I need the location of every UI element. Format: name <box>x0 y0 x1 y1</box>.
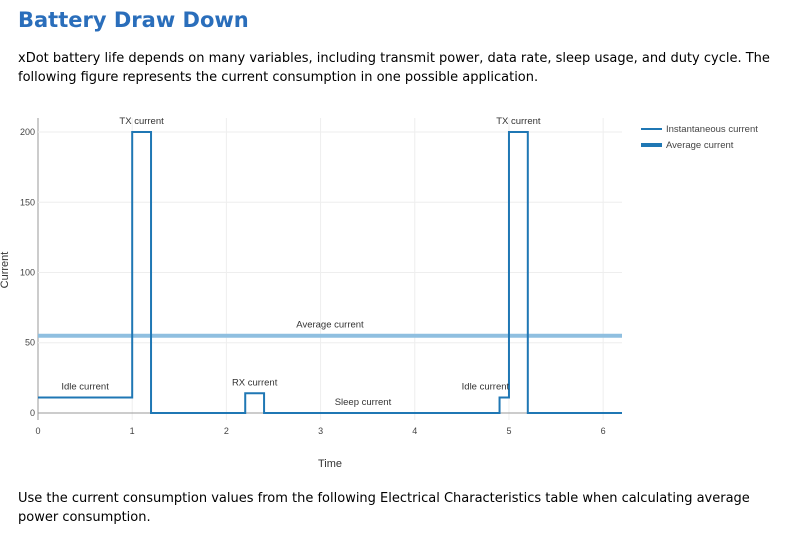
chart-legend[interactable]: Instantaneous current Average current <box>641 124 758 151</box>
annotation-label: TX current <box>119 116 164 127</box>
annotation-label: Sleep current <box>335 397 392 408</box>
annotation-label: TX current <box>496 116 541 127</box>
x-tick-label: 2 <box>224 426 229 436</box>
y-tick-label: 200 <box>20 127 35 137</box>
y-tick-label: 150 <box>20 197 35 207</box>
x-tick-label: 5 <box>506 426 511 436</box>
annotation-label: Average current <box>296 320 364 331</box>
x-tick-label: 0 <box>35 426 40 436</box>
x-tick-label: 1 <box>130 426 135 436</box>
series-instantaneous-line <box>38 131 622 414</box>
intro-paragraph: xDot battery life depends on many variab… <box>18 51 770 85</box>
footer-paragraph: Use the current consumption values from … <box>18 491 750 525</box>
tick-layer: 0 1 2 3 4 5 6 0 50 100 150 200 <box>20 127 606 436</box>
legend-label-instantaneous: Instantaneous current <box>666 124 758 135</box>
page-title: Battery Draw Down <box>18 8 249 32</box>
annotation-layer: TX current TX current Idle current Idle cur… <box>61 116 541 408</box>
x-tick-label: 4 <box>412 426 417 436</box>
annotation-label: RX current <box>232 377 278 388</box>
x-tick-label: 6 <box>601 426 606 436</box>
x-tick-label: 3 <box>318 426 323 436</box>
y-tick-label: 0 <box>30 408 35 418</box>
y-axis-title: Current <box>0 252 11 289</box>
annotation-label: Idle current <box>462 382 510 393</box>
y-tick-label: 100 <box>20 268 35 278</box>
line-layer <box>38 131 622 414</box>
grid-layer <box>37 118 622 420</box>
y-tick-label: 50 <box>25 338 35 348</box>
annotation-label: Idle current <box>61 382 109 393</box>
legend-label-average: Average current <box>666 140 734 151</box>
x-axis-title: Time <box>318 458 342 470</box>
